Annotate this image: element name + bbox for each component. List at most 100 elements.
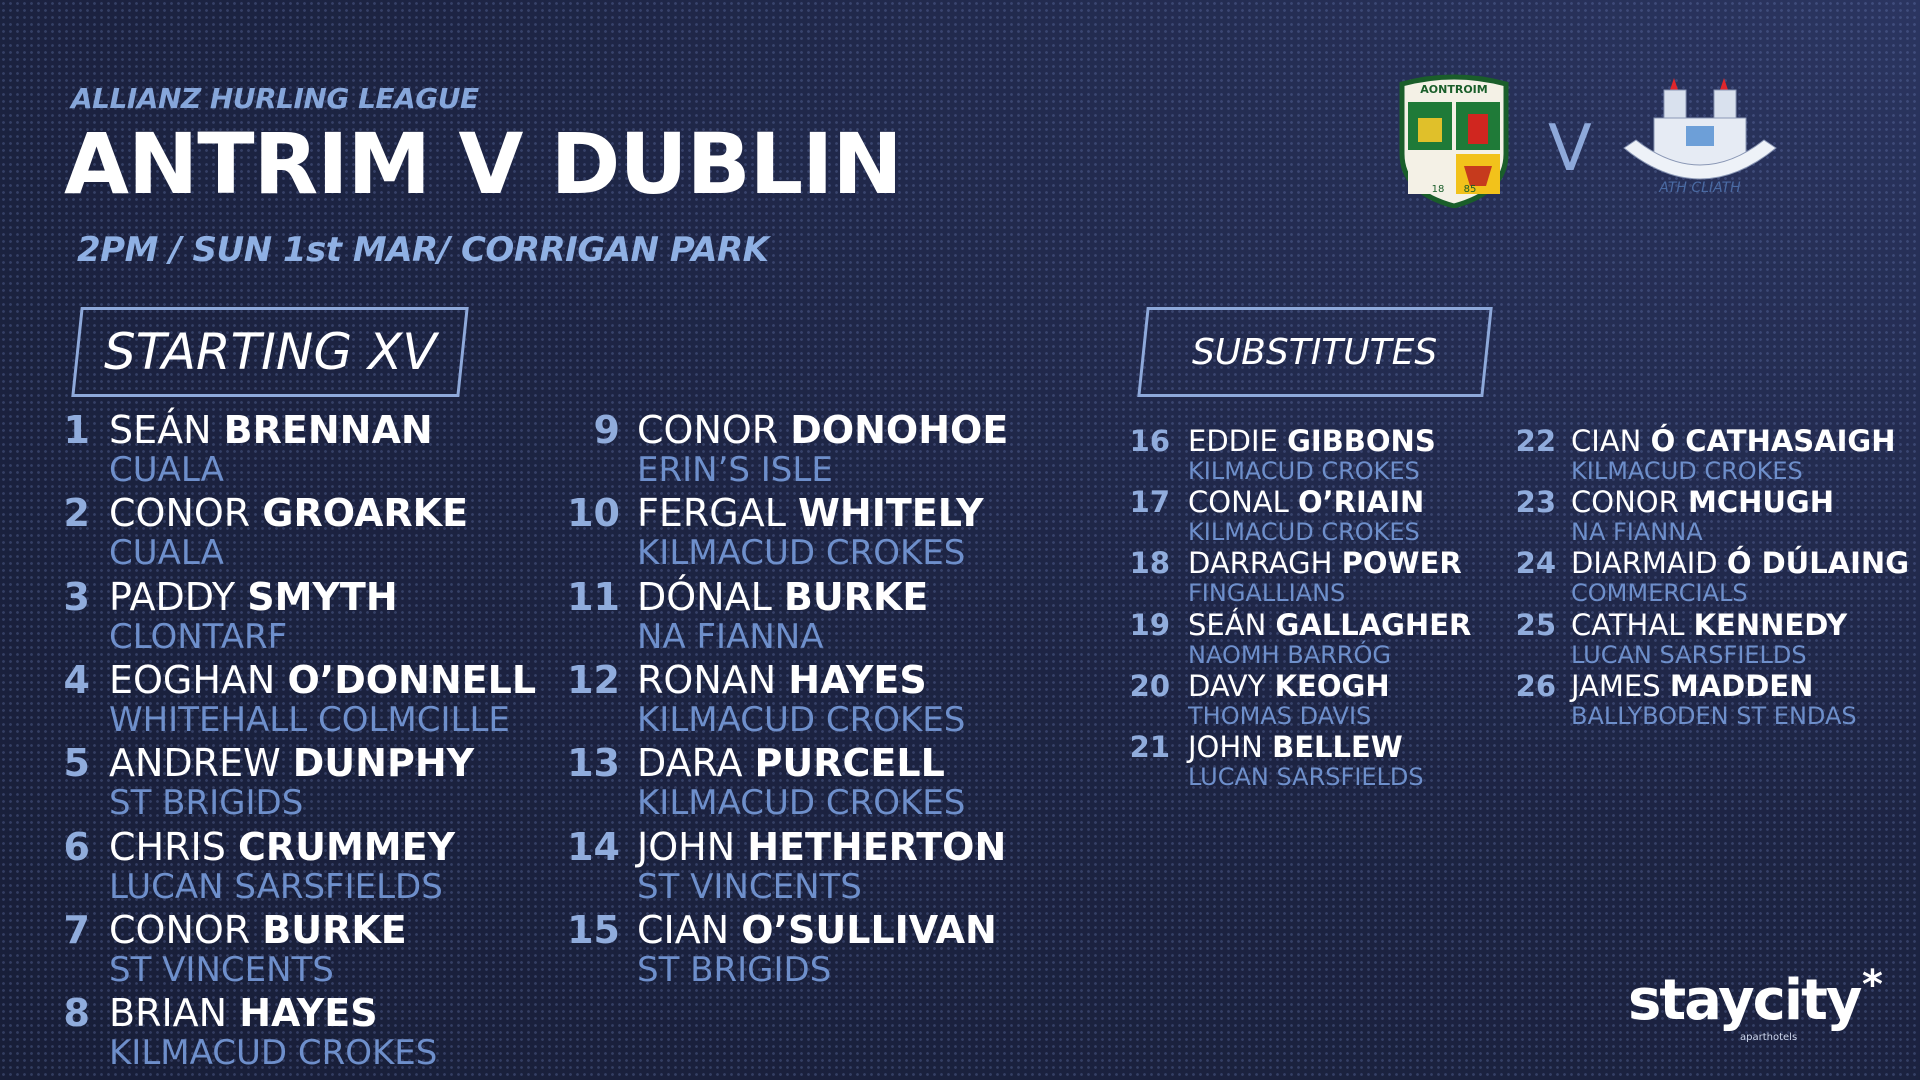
player-number: 16 [1129,424,1170,458]
player-club: NA FIANNA [1571,518,1703,547]
surname: O’RIAIN [1297,485,1425,520]
first-name: CONOR [1571,485,1679,520]
player-number: 4 [63,657,90,702]
surname: GALLAGHER [1275,607,1472,642]
player-name: CHRIS CRUMMEY [109,825,455,869]
first-name: DARRAGH [1188,546,1333,581]
player-club: FINGALLIANS [1188,579,1346,608]
crest-label: AONTROIM [1420,83,1487,96]
player-number: 2 [63,491,90,536]
player-name: JAMES MADDEN [1571,669,1813,703]
first-name: SEÁN [1188,607,1267,642]
player-name: DARRAGH POWER [1188,546,1462,580]
surname: BURKE [262,907,407,952]
surname: MCHUGH [1687,485,1835,520]
player-name: CONOR MCHUGH [1571,485,1834,519]
player-name: RONAN HAYES [637,658,927,702]
antrim-crest: AONTROIM 18 85 [1399,74,1509,208]
player-club: ST BRIGIDS [637,949,832,990]
player-number: 21 [1129,730,1170,764]
sponsor-tagline: aparthotels [1740,1032,1798,1043]
first-name: ANDREW [109,741,281,786]
first-name: JAMES [1571,668,1661,703]
player-name: DIARMAID Ó DÚLAING [1571,546,1909,580]
surname: MADDEN [1669,668,1814,703]
starting-heading-box: STARTING XV [71,307,469,397]
first-name: CIAN [637,907,730,952]
player-name: EDDIE GIBBONS [1188,424,1436,458]
player-club: CUALA [109,450,224,490]
first-name: EDDIE [1188,424,1278,458]
surname: DUNPHY [292,741,475,786]
player-club: KILMACUD CROKES [1188,518,1420,547]
player-club: NA FIANNA [637,616,824,657]
first-name: EOGHAN [109,657,276,702]
player-name: CONOR DONOHOE [637,408,1008,452]
first-name: CIAN [1571,424,1642,458]
surname: WHITELY [797,491,984,536]
player-name: CIAN O’SULLIVAN [637,908,997,952]
player-name: JOHN BELLEW [1188,730,1403,764]
player-name: DAVY KEOGH [1188,669,1390,703]
surname: SMYTH [247,574,398,619]
player-name: PADDY SMYTH [109,575,398,619]
player-number: 22 [1515,424,1556,458]
first-name: DIARMAID [1571,546,1718,581]
player-club: COMMERCIALS [1571,579,1748,608]
surname: Ó CATHASAIGH [1650,424,1896,458]
player-number: 6 [63,824,90,869]
surname: HAYES [239,991,378,1036]
player-club: KILMACUD CROKES [637,783,966,824]
first-name: CONOR [109,907,251,952]
player-number: 7 [63,907,90,952]
player-name: SEÁN GALLAGHER [1188,608,1471,642]
surname: HAYES [788,657,927,702]
player-number: 20 [1129,668,1170,703]
player-number: 9 [593,408,620,452]
player-name: SEÁN BRENNAN [109,408,433,452]
surname: Ó DÚLAING [1726,546,1909,581]
surname: GROARKE [262,491,469,536]
player-club: KILMACUD CROKES [109,1033,438,1074]
player-club: CUALA [109,533,224,574]
player-number: 23 [1515,485,1556,520]
player-club: LUCAN SARSFIELDS [1571,640,1807,669]
player-number: 1 [63,408,90,452]
crest-year: 85 [1464,184,1477,195]
first-name: DARA [637,741,743,786]
first-name: DÓNAL [637,574,772,619]
surname: HETHERTON [747,824,1007,869]
player-number: 10 [567,491,620,536]
player-number: 13 [567,741,620,786]
first-name: BRIAN [109,991,228,1036]
player-club: LUCAN SARSFIELDS [109,866,443,907]
match-details: 2PM / SUN 1st MAR/ CORRIGAN PARK [77,230,769,270]
sponsor: staycity [1628,968,1862,1033]
sponsor-mark: * [1862,962,1883,1008]
player-number: 24 [1515,546,1556,581]
subs-heading-box: SUBSTITUTES [1137,307,1493,397]
player-name: JOHN HETHERTON [637,825,1006,869]
crest-label: ATH CLIATH [1658,180,1741,196]
player-name: CIAN Ó CATHASAIGH [1571,424,1895,458]
surname: BELLEW [1272,730,1403,764]
first-name: CONOR [109,491,251,536]
first-name: CHRIS [109,824,226,869]
player-name: FERGAL WHITELY [637,491,984,535]
surname: PURCELL [754,741,945,786]
first-name: RONAN [637,657,777,702]
first-name: CATHAL [1571,607,1685,642]
match-title: ANTRIM V DUBLIN [64,115,903,213]
player-name: CONOR GROARKE [109,491,468,535]
player-number: 3 [63,574,90,619]
first-name: SEÁN [109,408,212,452]
player-number: 14 [567,824,620,869]
starting-heading: STARTING XV [103,323,437,381]
player-club: ST BRIGIDS [109,783,304,824]
first-name: JOHN [1188,730,1263,764]
player-club: ST VINCENTS [109,949,334,990]
surname: CRUMMEY [237,824,456,869]
surname: KENNEDY [1693,607,1848,642]
player-name: CONOR BURKE [109,908,407,952]
player-club: BALLYBODEN ST ENDAS [1571,701,1857,730]
